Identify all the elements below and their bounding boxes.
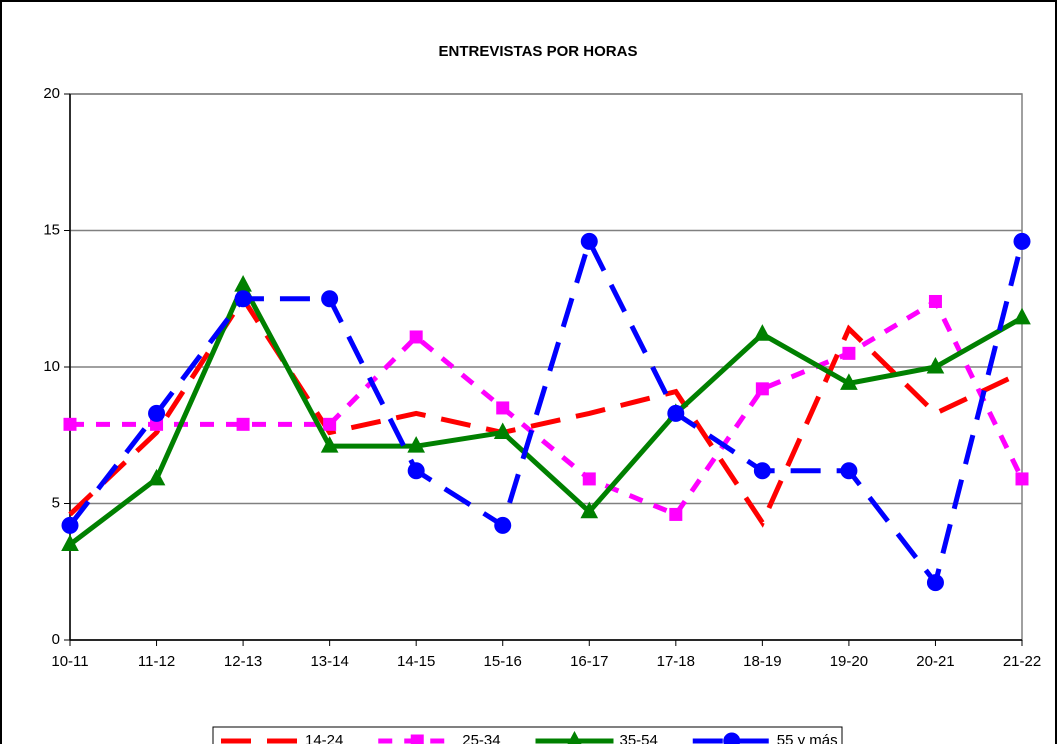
x-tick-label: 11-12 [138, 653, 175, 670]
data-point [323, 417, 337, 431]
y-tick-label: 0 [52, 631, 60, 648]
legend-marker [410, 734, 424, 744]
data-point [1015, 472, 1029, 486]
data-point [1013, 307, 1031, 325]
y-tick-label: 10 [43, 358, 60, 375]
series-line [70, 297, 1025, 518]
data-point [61, 516, 79, 534]
legend-label: 55 y más [777, 732, 838, 744]
x-tick-label: 10-11 [51, 653, 88, 670]
x-tick-label: 15-16 [484, 653, 522, 670]
y-tick-label: 20 [43, 85, 60, 102]
x-tick-label: 18-19 [743, 653, 781, 670]
x-tick-label: 20-21 [916, 653, 954, 670]
x-tick-label: 16-17 [570, 653, 608, 670]
x-tick-label: 13-14 [310, 653, 348, 670]
x-tick-label: 19-20 [830, 653, 868, 670]
data-point [320, 436, 339, 453]
data-point [407, 462, 425, 480]
chart-title: ENTREVISTAS POR HORAS [439, 43, 638, 60]
data-point [580, 232, 598, 250]
data-point [926, 574, 944, 592]
x-tick-label: 21-22 [1003, 653, 1041, 670]
data-point [496, 401, 510, 415]
legend-label: 14-24 [305, 732, 343, 744]
legend-label: 35-54 [620, 732, 658, 744]
data-point [493, 422, 512, 440]
data-point [61, 534, 79, 551]
data-point [494, 516, 512, 534]
x-tick-label: 12-13 [224, 653, 262, 670]
series-line [68, 279, 1024, 547]
data-point [580, 501, 599, 519]
data-point [582, 472, 596, 486]
data-point [1013, 232, 1031, 250]
data-point [669, 507, 683, 521]
data-point [236, 417, 250, 431]
data-point [926, 356, 945, 374]
data-point [840, 373, 858, 390]
data-point [234, 290, 252, 308]
legend-marker [567, 730, 582, 744]
legend-label: 25-34 [462, 732, 500, 744]
data-point [840, 462, 858, 480]
data-point [755, 382, 769, 396]
legend [212, 726, 843, 744]
data-point [407, 436, 426, 453]
data-point [753, 324, 772, 341]
data-point [928, 294, 942, 308]
data-point [753, 462, 771, 480]
data-point [409, 330, 423, 344]
data-point [842, 346, 856, 360]
series [61, 232, 1031, 592]
legend-marker [723, 732, 741, 744]
x-tick-label: 17-18 [657, 653, 695, 670]
data-point [63, 417, 77, 431]
data-point [148, 404, 166, 422]
data-point [321, 290, 339, 308]
data-point [147, 468, 166, 486]
data-point [667, 404, 685, 422]
series [63, 294, 1029, 521]
x-tick-label: 14-15 [397, 653, 435, 670]
y-tick-label: 5 [52, 494, 60, 511]
y-tick-label: 15 [43, 221, 60, 238]
